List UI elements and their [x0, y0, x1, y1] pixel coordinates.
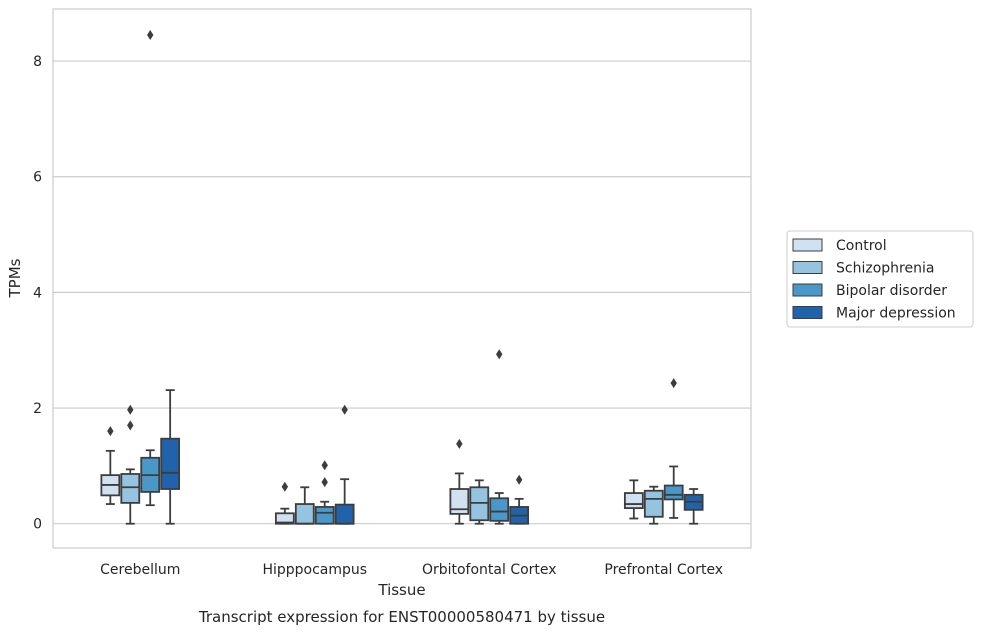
outlier-point	[127, 404, 134, 415]
legend-swatch	[792, 283, 823, 297]
outlier-point	[147, 30, 154, 41]
box	[489, 497, 510, 522]
y-axis-label: TPMs	[6, 258, 24, 298]
legend-label: Control	[836, 238, 887, 254]
chart-caption: Transcript expression for ENST0000058047…	[198, 608, 605, 626]
box	[449, 488, 470, 515]
box	[160, 437, 181, 490]
outlier-point	[281, 481, 289, 492]
x-tick-label: Cerebellum	[100, 562, 180, 578]
y-tick-label: 4	[33, 285, 42, 301]
outlier-point	[321, 460, 328, 471]
box-groups	[100, 30, 704, 525]
box-group	[449, 349, 530, 525]
y-tick-label: 6	[33, 170, 42, 186]
outlier-point	[515, 474, 523, 485]
box-group	[100, 30, 181, 525]
outlier-point	[341, 404, 348, 415]
legend-frame	[786, 230, 974, 328]
y-tick-label: 2	[33, 401, 42, 417]
outlier-point	[321, 477, 328, 488]
legend-label: Schizophrenia	[836, 261, 934, 277]
box	[663, 484, 684, 501]
legend-swatch	[792, 261, 823, 274]
y-tick-label: 0	[33, 517, 42, 533]
box	[643, 489, 664, 518]
box	[623, 492, 644, 509]
x-tick-labels: Cerebellum Hipppocampus Orbitofontal Corte…	[100, 562, 723, 578]
legend: Control Schizophrenia Bipolar disorder Majo…	[786, 230, 974, 328]
legend-swatch	[792, 238, 823, 252]
outlier-point	[127, 420, 134, 431]
outlier-point	[107, 426, 114, 437]
box	[274, 512, 295, 525]
box	[294, 503, 315, 525]
box-group	[274, 404, 355, 525]
box	[314, 506, 335, 525]
box	[334, 503, 355, 525]
box	[120, 473, 141, 504]
legend-swatch	[792, 306, 823, 319]
outlier-point	[496, 349, 503, 360]
box-group	[623, 378, 704, 525]
legend-label: Major depression	[836, 306, 956, 322]
x-tick-label: Hipppocampus	[262, 562, 367, 578]
y-tick-labels: 0 2 4 6 8	[33, 54, 42, 533]
y-tick-label: 8	[33, 54, 42, 70]
legend-label: Bipolar disorder	[836, 283, 947, 299]
x-axis-label: Tissue	[377, 581, 425, 599]
outlier-point	[670, 378, 677, 389]
outlier-point	[456, 438, 463, 449]
plot-frame	[52, 8, 752, 549]
x-tick-label: Prefrontal Cortex	[604, 562, 723, 578]
x-tick-label: Orbitofontal Cortex	[422, 562, 557, 578]
